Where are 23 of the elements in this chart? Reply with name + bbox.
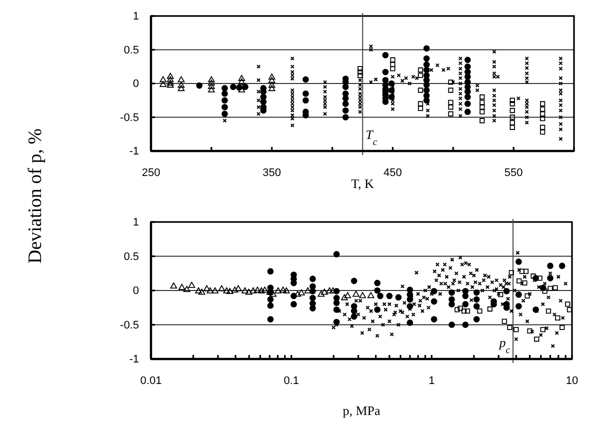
y-tick-label: 1 xyxy=(132,216,139,229)
y-tick-label: 0.5 xyxy=(124,44,139,56)
x-tick-label: 350 xyxy=(262,166,282,179)
y-tick-label: -1 xyxy=(129,146,139,158)
x-tick-label: 1 xyxy=(428,374,435,387)
x-tick-label: 250 xyxy=(142,166,160,179)
ref-line-label: T$_{c}$ xyxy=(366,127,378,148)
x-tick-label: 10 xyxy=(566,374,578,387)
x-axis-title: T, K xyxy=(351,176,375,191)
y-tick-label: 0 xyxy=(132,285,139,298)
y-tick-label: -0.5 xyxy=(120,112,139,124)
y-tick-label: 1 xyxy=(132,10,139,23)
x-tick-label: 0.01 xyxy=(140,374,162,387)
y-tick-label: -1 xyxy=(129,354,139,366)
x-tick-label: 550 xyxy=(504,166,523,179)
y-tick-label: -0.5 xyxy=(120,319,139,332)
ref-line-label: p$_{c}$ xyxy=(498,334,511,356)
y-axis-title: Deviation of p, % xyxy=(25,128,46,264)
y-tick-label: 0.5 xyxy=(124,250,139,263)
x-tick-label: 450 xyxy=(384,166,402,179)
y-tick-label: 0 xyxy=(132,78,139,90)
x-tick-label: 0.1 xyxy=(284,374,299,387)
x-axis-title: p, MPa xyxy=(342,403,381,418)
